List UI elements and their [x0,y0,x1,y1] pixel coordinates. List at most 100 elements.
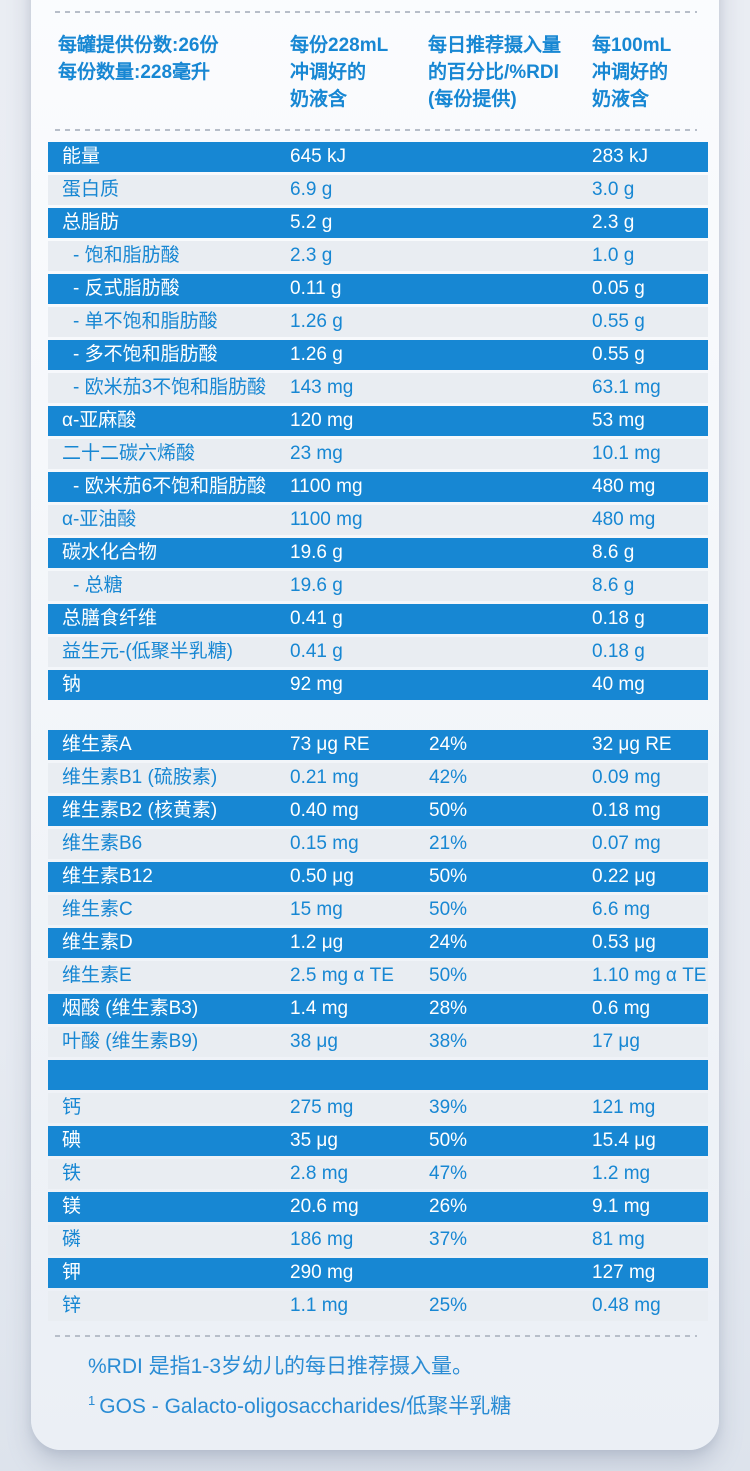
rdi-percent-value: 24% [429,932,468,953]
per-100ml-value: 0.18 g [592,641,645,662]
per-serving-value: 1100 mg [290,509,363,530]
per-100ml-value: 2.3 g [592,212,635,233]
table-row: - 饱和脂肪酸 2.3 g 1.0 g [48,241,708,271]
per-100ml-value: 127 mg [592,1262,656,1283]
table-row: 烟酸 (维生素B3) 1.4 mg 28% 0.6 mg [48,994,708,1024]
per-serving-value: 92 mg [290,674,343,695]
table-row: 钠 92 mg 40 mg [48,670,708,700]
footnote-gos-superscript: 1 [88,1393,96,1408]
nutrient-name: α-亚油酸 [62,509,137,530]
per-serving-value: 23 mg [290,443,343,464]
per-serving-value: 15 mg [290,899,343,920]
nutrient-name: - 单不饱和脂肪酸 [73,311,218,332]
per-100ml-value: 0.48 mg [592,1295,661,1316]
nutrient-name: - 反式脂肪酸 [73,278,180,299]
table-row: 益生元-(低聚半乳糖) 0.41 g 0.18 g [48,637,708,667]
nutrient-name: 蛋白质 [62,179,120,200]
table-row: - 欧米茄3不饱和脂肪酸 143 mg 63.1 mg [48,373,708,403]
rdi-percent-value: 21% [429,833,468,854]
per-serving-value: 2.3 g [290,245,333,266]
table-row: 碘 35 μg 50% 15.4 μg [48,1126,708,1156]
per-100ml-value: 0.09 mg [592,767,661,788]
nutrient-name: - 多不饱和脂肪酸 [73,344,218,365]
nutrient-name: 碘 [62,1130,82,1151]
header-serving-info: 每罐提供份数:26份 每份数量:228毫升 [58,32,290,113]
table-row: - 欧米茄6不饱和脂肪酸 1100 mg 480 mg [48,472,708,502]
rdi-percent-value: 37% [429,1229,468,1250]
nutrient-name: 钾 [62,1262,82,1283]
header-col-per-serving: 每份228mL 冲调好的 奶液含 [290,35,389,110]
divider-dashed-header [55,129,697,131]
per-100ml-value: 283 kJ [592,146,648,167]
per-serving-value: 19.6 g [290,575,343,596]
nutrient-name: 维生素B6 [62,833,143,854]
per-100ml-value: 0.6 mg [592,998,651,1019]
per-serving-value: 1.2 μg [290,932,344,953]
table-row: 能量 645 kJ 283 kJ [48,142,708,172]
per-serving-value: 19.6 g [290,542,343,563]
table-header: 每罐提供份数:26份 每份数量:228毫升 每份228mL 冲调好的 奶液含 每… [31,32,719,113]
table-row: 维生素B6 0.15 mg 21% 0.07 mg [48,829,708,859]
per-serving-value: 645 kJ [290,146,346,167]
table-row: 维生素E 2.5 mg α TE 50% 1.10 mg α TE [48,961,708,991]
nutrient-name: - 欧米茄6不饱和脂肪酸 [73,476,267,497]
per-100ml-value: 0.22 μg [592,866,656,887]
per-serving-value: 73 μg RE [290,734,370,755]
rdi-percent-value: 50% [429,965,468,986]
per-serving-value: 6.9 g [290,179,333,200]
table-row: 磷 186 mg 37% 81 mg [48,1225,708,1255]
rdi-percent-value: 24% [429,734,468,755]
table-row: 钙 275 mg 39% 121 mg [48,1093,708,1123]
per-serving-value: 0.41 g [290,608,343,629]
per-100ml-value: 121 mg [592,1097,656,1118]
per-serving-value: 0.11 g [290,278,342,299]
per-100ml-value: 0.55 g [592,344,645,365]
per-100ml-value: 3.0 g [592,179,635,200]
divider-dashed-top [55,11,697,13]
nutrient-name: 总脂肪 [62,212,120,233]
nutrient-name: 二十二碳六烯酸 [62,443,196,464]
nutrient-name: - 欧米茄3不饱和脂肪酸 [73,377,267,398]
table-row: α-亚麻酸 120 mg 53 mg [48,406,708,436]
nutrient-name: 磷 [62,1229,82,1250]
nutrient-name: 维生素B2 (核黄素) [62,800,218,821]
table-row: 维生素B1 (硫胺素) 0.21 mg 42% 0.09 mg [48,763,708,793]
table-row: α-亚油酸 1100 mg 480 mg [48,505,708,535]
rdi-percent-value: 25% [429,1295,468,1316]
footnote-gos: 1 GOS - Galacto-oligosaccharides/低聚半乳糖 [88,1390,511,1420]
servings-per-can: 每罐提供份数:26份 [58,35,219,56]
nutrient-name: 碳水化合物 [62,542,158,563]
nutrient-name: 维生素B1 (硫胺素) [62,767,218,788]
table-row: - 多不饱和脂肪酸 1.26 g 0.55 g [48,340,708,370]
per-100ml-value: 81 mg [592,1229,645,1250]
per-serving-value: 186 mg [290,1229,354,1250]
per-100ml-value: 1.2 mg [592,1163,651,1184]
per-serving-value: 35 μg [290,1130,338,1151]
per-serving-value: 0.50 μg [290,866,354,887]
per-serving-value: 1100 mg [290,476,363,497]
per-serving-value: 143 mg [290,377,354,398]
per-serving-value: 5.2 g [290,212,333,233]
nutrition-card: 每罐提供份数:26份 每份数量:228毫升 每份228mL 冲调好的 奶液含 每… [31,0,719,1450]
per-serving-value: 1.1 mg [290,1295,349,1316]
table-row: 镁 20.6 mg 26% 9.1 mg [48,1192,708,1222]
table-row: 总脂肪 5.2 g 2.3 g [48,208,708,238]
header-col-rdi: 每日推荐摄入量 的百分比/%RDI (每份提供) [428,35,562,110]
nutrient-name: 维生素A [62,734,132,755]
per-100ml-value: 17 μg [592,1031,640,1052]
nutrient-name: 钠 [62,674,82,695]
nutrient-name: 总膳食纤维 [62,608,158,629]
per-serving-value: 1.26 g [290,344,343,365]
table-row: 维生素C 15 mg 50% 6.6 mg [48,895,708,925]
per-100ml-value: 8.6 g [592,575,635,596]
table-row: - 总糖 19.6 g 8.6 g [48,571,708,601]
nutrient-name: 镁 [62,1196,82,1217]
per-100ml-value: 40 mg [592,674,645,695]
section-separator-row [48,1060,708,1090]
nutrient-name: 叶酸 (维生素B9) [62,1031,199,1052]
per-serving-value: 0.21 mg [290,767,359,788]
per-100ml-value: 0.53 μg [592,932,656,953]
per-serving-value: 1.4 mg [290,998,349,1019]
table-row: 钾 290 mg 127 mg [48,1258,708,1288]
table-row: - 反式脂肪酸 0.11 g 0.05 g [48,274,708,304]
